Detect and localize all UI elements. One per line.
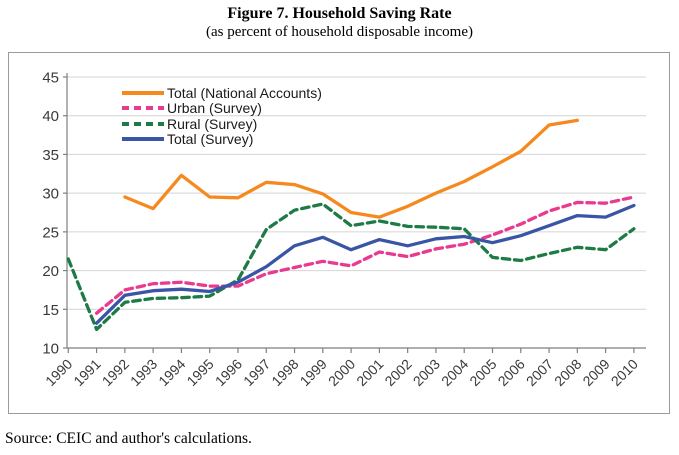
x-tick-label: 1994 bbox=[155, 356, 188, 389]
x-tick-label: 1992 bbox=[99, 356, 132, 389]
legend-item-urban-survey: Urban (Survey) bbox=[122, 100, 322, 117]
x-tick-label: 1998 bbox=[268, 356, 301, 389]
chart-frame: 10 15 20 25 30 35 40 45 1990 1991 1992 1993 1994 1995… bbox=[8, 52, 670, 414]
series-line-total-national-accounts bbox=[123, 118, 579, 219]
legend-line-swatch-green-icon bbox=[122, 121, 164, 126]
legend-label: Rural (Survey) bbox=[167, 115, 258, 132]
x-tick-label: 1995 bbox=[183, 356, 216, 389]
x-tick-label: 2008 bbox=[551, 356, 584, 389]
legend-line-swatch-blue-icon bbox=[122, 137, 164, 142]
y-tick-label: 25 bbox=[42, 224, 59, 241]
x-tick-label: 1990 bbox=[42, 356, 75, 389]
x-tick-label: 2006 bbox=[495, 356, 528, 389]
x-tick-label: 2004 bbox=[438, 356, 471, 389]
x-tick-label: 2009 bbox=[579, 356, 612, 389]
x-tick-label: 2010 bbox=[608, 356, 641, 389]
y-tick-label: 35 bbox=[42, 147, 59, 164]
title-block: Figure 7. Household Saving Rate (as perc… bbox=[0, 4, 679, 41]
legend-line-swatch-pink-icon bbox=[122, 106, 164, 111]
series-line-rural-survey bbox=[66, 202, 636, 332]
legend-label: Total (National Accounts) bbox=[167, 84, 322, 101]
series-line-urban-survey bbox=[94, 195, 636, 315]
x-tick-label: 1999 bbox=[297, 356, 330, 389]
y-tick-label: 40 bbox=[42, 108, 59, 125]
series-line-total-survey bbox=[94, 203, 636, 325]
chart-canvas: 10 15 20 25 30 35 40 45 199019911992199319941995… bbox=[42, 70, 646, 389]
x-tick-label: 2005 bbox=[466, 356, 499, 389]
source-note: Source: CEIC and author's calculations. bbox=[5, 430, 252, 447]
legend-line-swatch-orange-icon bbox=[122, 90, 164, 95]
x-tick-label: 2000 bbox=[325, 356, 358, 389]
legend-label: Total (Survey) bbox=[167, 131, 254, 148]
figure-title: Figure 7. Household Saving Rate bbox=[227, 5, 452, 22]
y-tick-label: 20 bbox=[42, 263, 59, 280]
y-tick-label: 45 bbox=[42, 70, 59, 87]
x-tick-label: 1991 bbox=[70, 356, 103, 389]
chart-legend: Total (National Accounts) Urban (Survey)… bbox=[122, 86, 322, 146]
legend-item-total-survey: Total (Survey) bbox=[122, 131, 322, 148]
x-tick-label: 2007 bbox=[523, 356, 556, 389]
y-tick-label: 10 bbox=[42, 341, 59, 358]
figure-subtitle: (as percent of household disposable inco… bbox=[205, 24, 473, 40]
x-tick-label: 1996 bbox=[212, 356, 245, 389]
x-tick-label: 1997 bbox=[240, 356, 273, 389]
y-tick-label: 15 bbox=[42, 302, 59, 319]
legend-item-rural-survey: Rural (Survey) bbox=[122, 117, 322, 131]
y-tick-label: 30 bbox=[42, 186, 59, 203]
legend-item-total-national-accounts: Total (National Accounts) bbox=[122, 86, 322, 100]
x-tick-label: 2003 bbox=[410, 356, 443, 389]
x-tick-label: 1993 bbox=[127, 356, 160, 389]
legend-label: Urban (Survey) bbox=[167, 100, 262, 117]
x-tick-label: 2001 bbox=[353, 356, 386, 389]
x-tick-label: 2002 bbox=[381, 356, 414, 389]
